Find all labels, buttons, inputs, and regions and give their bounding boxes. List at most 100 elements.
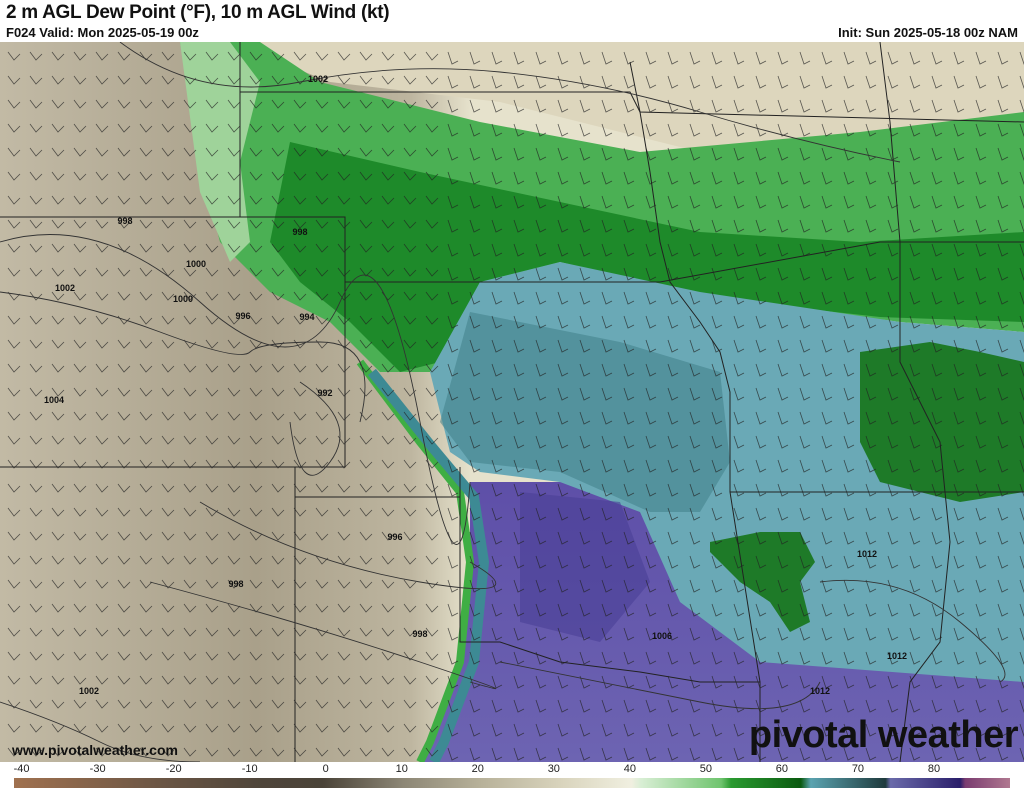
wind-barb bbox=[535, 627, 547, 641]
wind-barb bbox=[381, 459, 395, 469]
wind-barb bbox=[293, 555, 307, 565]
wind-barb bbox=[7, 363, 21, 373]
wind-barb bbox=[7, 603, 21, 613]
wind-barb bbox=[469, 555, 481, 569]
wind-barb bbox=[557, 699, 569, 713]
wind-barb bbox=[1019, 507, 1024, 521]
wind-barb bbox=[337, 531, 351, 541]
wind-barb bbox=[799, 459, 811, 473]
wind-barb bbox=[579, 435, 591, 449]
wind-barb bbox=[645, 459, 657, 473]
wind-barb bbox=[887, 195, 899, 209]
wind-barb bbox=[403, 147, 417, 157]
wind-barb bbox=[601, 483, 613, 497]
wind-barb bbox=[447, 579, 459, 593]
wind-barb bbox=[931, 699, 943, 713]
wind-barb bbox=[117, 651, 131, 661]
wind-barb bbox=[865, 243, 877, 257]
wind-barb bbox=[205, 747, 219, 757]
wind-barb bbox=[997, 147, 1009, 161]
wind-barb bbox=[997, 675, 1009, 689]
wind-barb bbox=[205, 363, 219, 373]
wind-barb bbox=[7, 411, 21, 421]
wind-barb bbox=[777, 699, 789, 713]
wind-barb bbox=[381, 627, 395, 637]
wind-barb bbox=[29, 219, 43, 229]
wind-barb bbox=[777, 363, 789, 377]
wind-barb bbox=[733, 51, 745, 65]
wind-barb bbox=[51, 171, 65, 181]
wind-barb bbox=[997, 627, 1009, 641]
wind-barb bbox=[1019, 171, 1024, 185]
wind-barb bbox=[183, 315, 197, 325]
wind-barb bbox=[997, 387, 1009, 401]
wind-barb bbox=[623, 291, 635, 305]
wind-barb bbox=[425, 291, 439, 301]
wind-barb bbox=[667, 315, 679, 329]
wind-barb bbox=[73, 411, 87, 421]
wind-barb bbox=[469, 651, 481, 665]
wind-barb bbox=[667, 579, 679, 593]
isobar-label: 1012 bbox=[810, 686, 830, 696]
wind-barb bbox=[227, 675, 241, 685]
wind-barb bbox=[29, 291, 43, 301]
wind-barb bbox=[271, 387, 285, 397]
wind-barb bbox=[425, 723, 439, 733]
wind-barb bbox=[755, 75, 767, 89]
wind-barb bbox=[953, 291, 965, 305]
wind-barb bbox=[755, 339, 767, 353]
wind-barb bbox=[491, 507, 503, 521]
wind-barb bbox=[29, 267, 43, 277]
wind-barb bbox=[29, 723, 43, 733]
wind-barb bbox=[359, 675, 373, 685]
wind-barb bbox=[29, 315, 43, 325]
wind-barb bbox=[865, 315, 877, 329]
wind-barb bbox=[931, 747, 943, 761]
wind-barb bbox=[381, 243, 395, 253]
wind-barb bbox=[623, 219, 635, 233]
wind-barb bbox=[623, 339, 635, 353]
wind-barb bbox=[975, 123, 987, 137]
wind-barb bbox=[711, 219, 723, 233]
wind-barb bbox=[425, 195, 439, 205]
wind-barb bbox=[29, 171, 43, 181]
wind-barb bbox=[7, 315, 21, 325]
wind-barb bbox=[601, 531, 613, 545]
wind-barb bbox=[645, 411, 657, 425]
wind-barb bbox=[997, 315, 1009, 329]
wind-barb bbox=[381, 363, 395, 373]
wind-barb bbox=[117, 387, 131, 397]
wind-barb bbox=[645, 483, 657, 497]
wind-barb bbox=[51, 603, 65, 613]
wind-barb bbox=[953, 411, 965, 425]
wind-barb bbox=[799, 579, 811, 593]
wind-barb bbox=[381, 75, 395, 85]
wind-barb bbox=[667, 627, 679, 641]
wind-barb bbox=[821, 435, 833, 449]
wind-barb bbox=[227, 123, 241, 133]
wind-barb bbox=[887, 459, 899, 473]
wind-barb bbox=[645, 699, 657, 713]
wind-barb bbox=[73, 243, 87, 253]
wind-barb bbox=[403, 219, 417, 229]
wind-barb bbox=[117, 579, 131, 589]
wind-barb bbox=[579, 675, 591, 689]
wind-barb bbox=[667, 555, 679, 569]
wind-barb bbox=[777, 147, 789, 161]
wind-barb bbox=[535, 483, 547, 497]
wind-barb bbox=[117, 603, 131, 613]
valid-time: F024 Valid: Mon 2025-05-19 00z bbox=[6, 25, 199, 40]
wind-barb bbox=[139, 483, 153, 493]
wind-barb bbox=[667, 243, 679, 257]
wind-barb bbox=[953, 51, 965, 65]
wind-barb bbox=[997, 579, 1009, 593]
wind-barb bbox=[73, 387, 87, 397]
wind-barb bbox=[777, 723, 789, 737]
wind-barb bbox=[601, 555, 613, 569]
wind-barb bbox=[183, 531, 197, 541]
wind-barb bbox=[909, 363, 921, 377]
wind-barb bbox=[425, 411, 439, 421]
wind-barb bbox=[249, 627, 263, 637]
wind-barb bbox=[51, 699, 65, 709]
wind-barb bbox=[843, 579, 855, 593]
